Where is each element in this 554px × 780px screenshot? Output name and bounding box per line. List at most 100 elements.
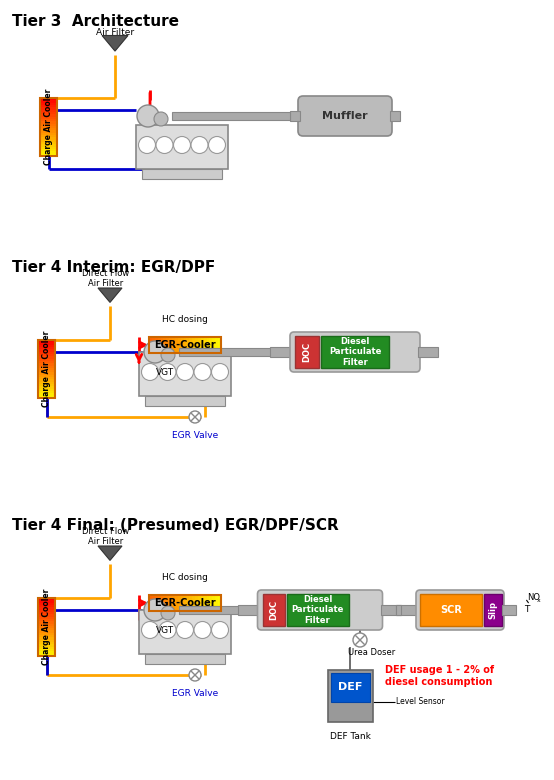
Text: Tier 3  Architecture: Tier 3 Architecture xyxy=(12,14,179,29)
Bar xyxy=(38,381,55,385)
Bar xyxy=(40,149,57,152)
Bar xyxy=(38,388,55,392)
Bar xyxy=(40,128,57,131)
Bar xyxy=(152,595,155,611)
Bar xyxy=(263,594,285,626)
Text: HC dosing: HC dosing xyxy=(162,315,208,324)
Bar xyxy=(38,354,55,356)
Bar xyxy=(145,396,225,406)
Bar xyxy=(169,337,172,353)
Circle shape xyxy=(208,136,225,154)
Bar xyxy=(149,595,221,611)
Bar xyxy=(198,337,201,353)
Circle shape xyxy=(177,622,193,639)
Bar xyxy=(396,605,401,615)
Bar xyxy=(327,670,372,722)
Text: DEF: DEF xyxy=(338,682,362,693)
Bar xyxy=(38,356,55,359)
Bar xyxy=(181,595,184,611)
Text: Charge Air Cooler: Charge Air Cooler xyxy=(42,589,51,665)
Bar xyxy=(183,337,187,353)
Bar xyxy=(38,640,55,643)
Bar xyxy=(40,154,57,157)
Text: Charge Air Cooler: Charge Air Cooler xyxy=(42,331,51,407)
Bar xyxy=(158,595,161,611)
Bar xyxy=(40,103,57,105)
Text: DOC: DOC xyxy=(302,342,311,362)
Bar xyxy=(209,337,213,353)
Bar xyxy=(218,595,222,611)
Bar xyxy=(163,337,167,353)
Text: Slip: Slip xyxy=(489,601,497,619)
Bar xyxy=(295,336,319,368)
Circle shape xyxy=(156,136,173,154)
Bar xyxy=(38,612,55,615)
Bar xyxy=(38,603,55,605)
Text: T: T xyxy=(524,605,530,615)
Bar xyxy=(172,337,176,353)
Bar xyxy=(40,116,57,119)
Bar xyxy=(38,616,55,619)
Bar xyxy=(38,642,55,645)
Bar xyxy=(198,595,201,611)
Bar xyxy=(178,337,181,353)
Bar xyxy=(153,349,169,355)
Circle shape xyxy=(177,363,193,381)
Bar xyxy=(286,594,348,626)
Bar xyxy=(40,135,57,138)
Bar xyxy=(189,595,193,611)
Bar xyxy=(38,377,55,380)
Text: Tier 4 Final: (Presumed) EGR/DPF/SCR: Tier 4 Final: (Presumed) EGR/DPF/SCR xyxy=(12,518,338,533)
Bar xyxy=(418,347,438,357)
Bar xyxy=(40,114,57,117)
Bar xyxy=(38,654,55,657)
Bar xyxy=(38,619,55,622)
Circle shape xyxy=(194,622,211,639)
Bar xyxy=(147,112,159,120)
Bar xyxy=(172,112,290,120)
Text: EGR Valve: EGR Valve xyxy=(172,431,218,440)
Bar xyxy=(38,395,55,399)
Bar xyxy=(136,125,228,169)
Bar xyxy=(201,595,204,611)
Bar xyxy=(40,108,57,110)
Bar xyxy=(207,337,210,353)
Circle shape xyxy=(144,341,166,363)
Bar xyxy=(38,644,55,647)
Bar xyxy=(155,595,158,611)
Bar xyxy=(331,673,370,701)
Circle shape xyxy=(137,105,159,127)
Circle shape xyxy=(212,363,228,381)
Bar xyxy=(270,347,292,357)
Bar xyxy=(38,610,55,612)
FancyBboxPatch shape xyxy=(290,332,420,372)
Bar xyxy=(38,345,55,347)
Bar xyxy=(175,595,178,611)
Bar xyxy=(38,608,55,610)
Bar xyxy=(38,598,55,656)
Bar xyxy=(38,391,55,394)
Text: Tier 4 Interim: EGR/DPF: Tier 4 Interim: EGR/DPF xyxy=(12,260,216,275)
Bar xyxy=(38,598,55,601)
Bar xyxy=(179,348,290,356)
Circle shape xyxy=(144,599,166,621)
Bar xyxy=(195,337,198,353)
Text: Urea Doser: Urea Doser xyxy=(348,648,396,657)
Bar xyxy=(149,337,221,353)
Bar xyxy=(175,337,178,353)
Bar xyxy=(204,595,207,611)
Polygon shape xyxy=(98,288,122,303)
Bar xyxy=(38,651,55,654)
Bar xyxy=(189,337,193,353)
Bar xyxy=(38,373,55,375)
Bar xyxy=(163,595,167,611)
Bar xyxy=(40,130,57,133)
Bar xyxy=(38,601,55,603)
Circle shape xyxy=(191,136,208,154)
Bar xyxy=(38,605,55,608)
Text: VGT: VGT xyxy=(156,626,174,635)
Circle shape xyxy=(212,622,228,639)
Bar xyxy=(38,352,55,354)
Bar xyxy=(161,595,164,611)
Text: HC dosing: HC dosing xyxy=(162,573,208,582)
